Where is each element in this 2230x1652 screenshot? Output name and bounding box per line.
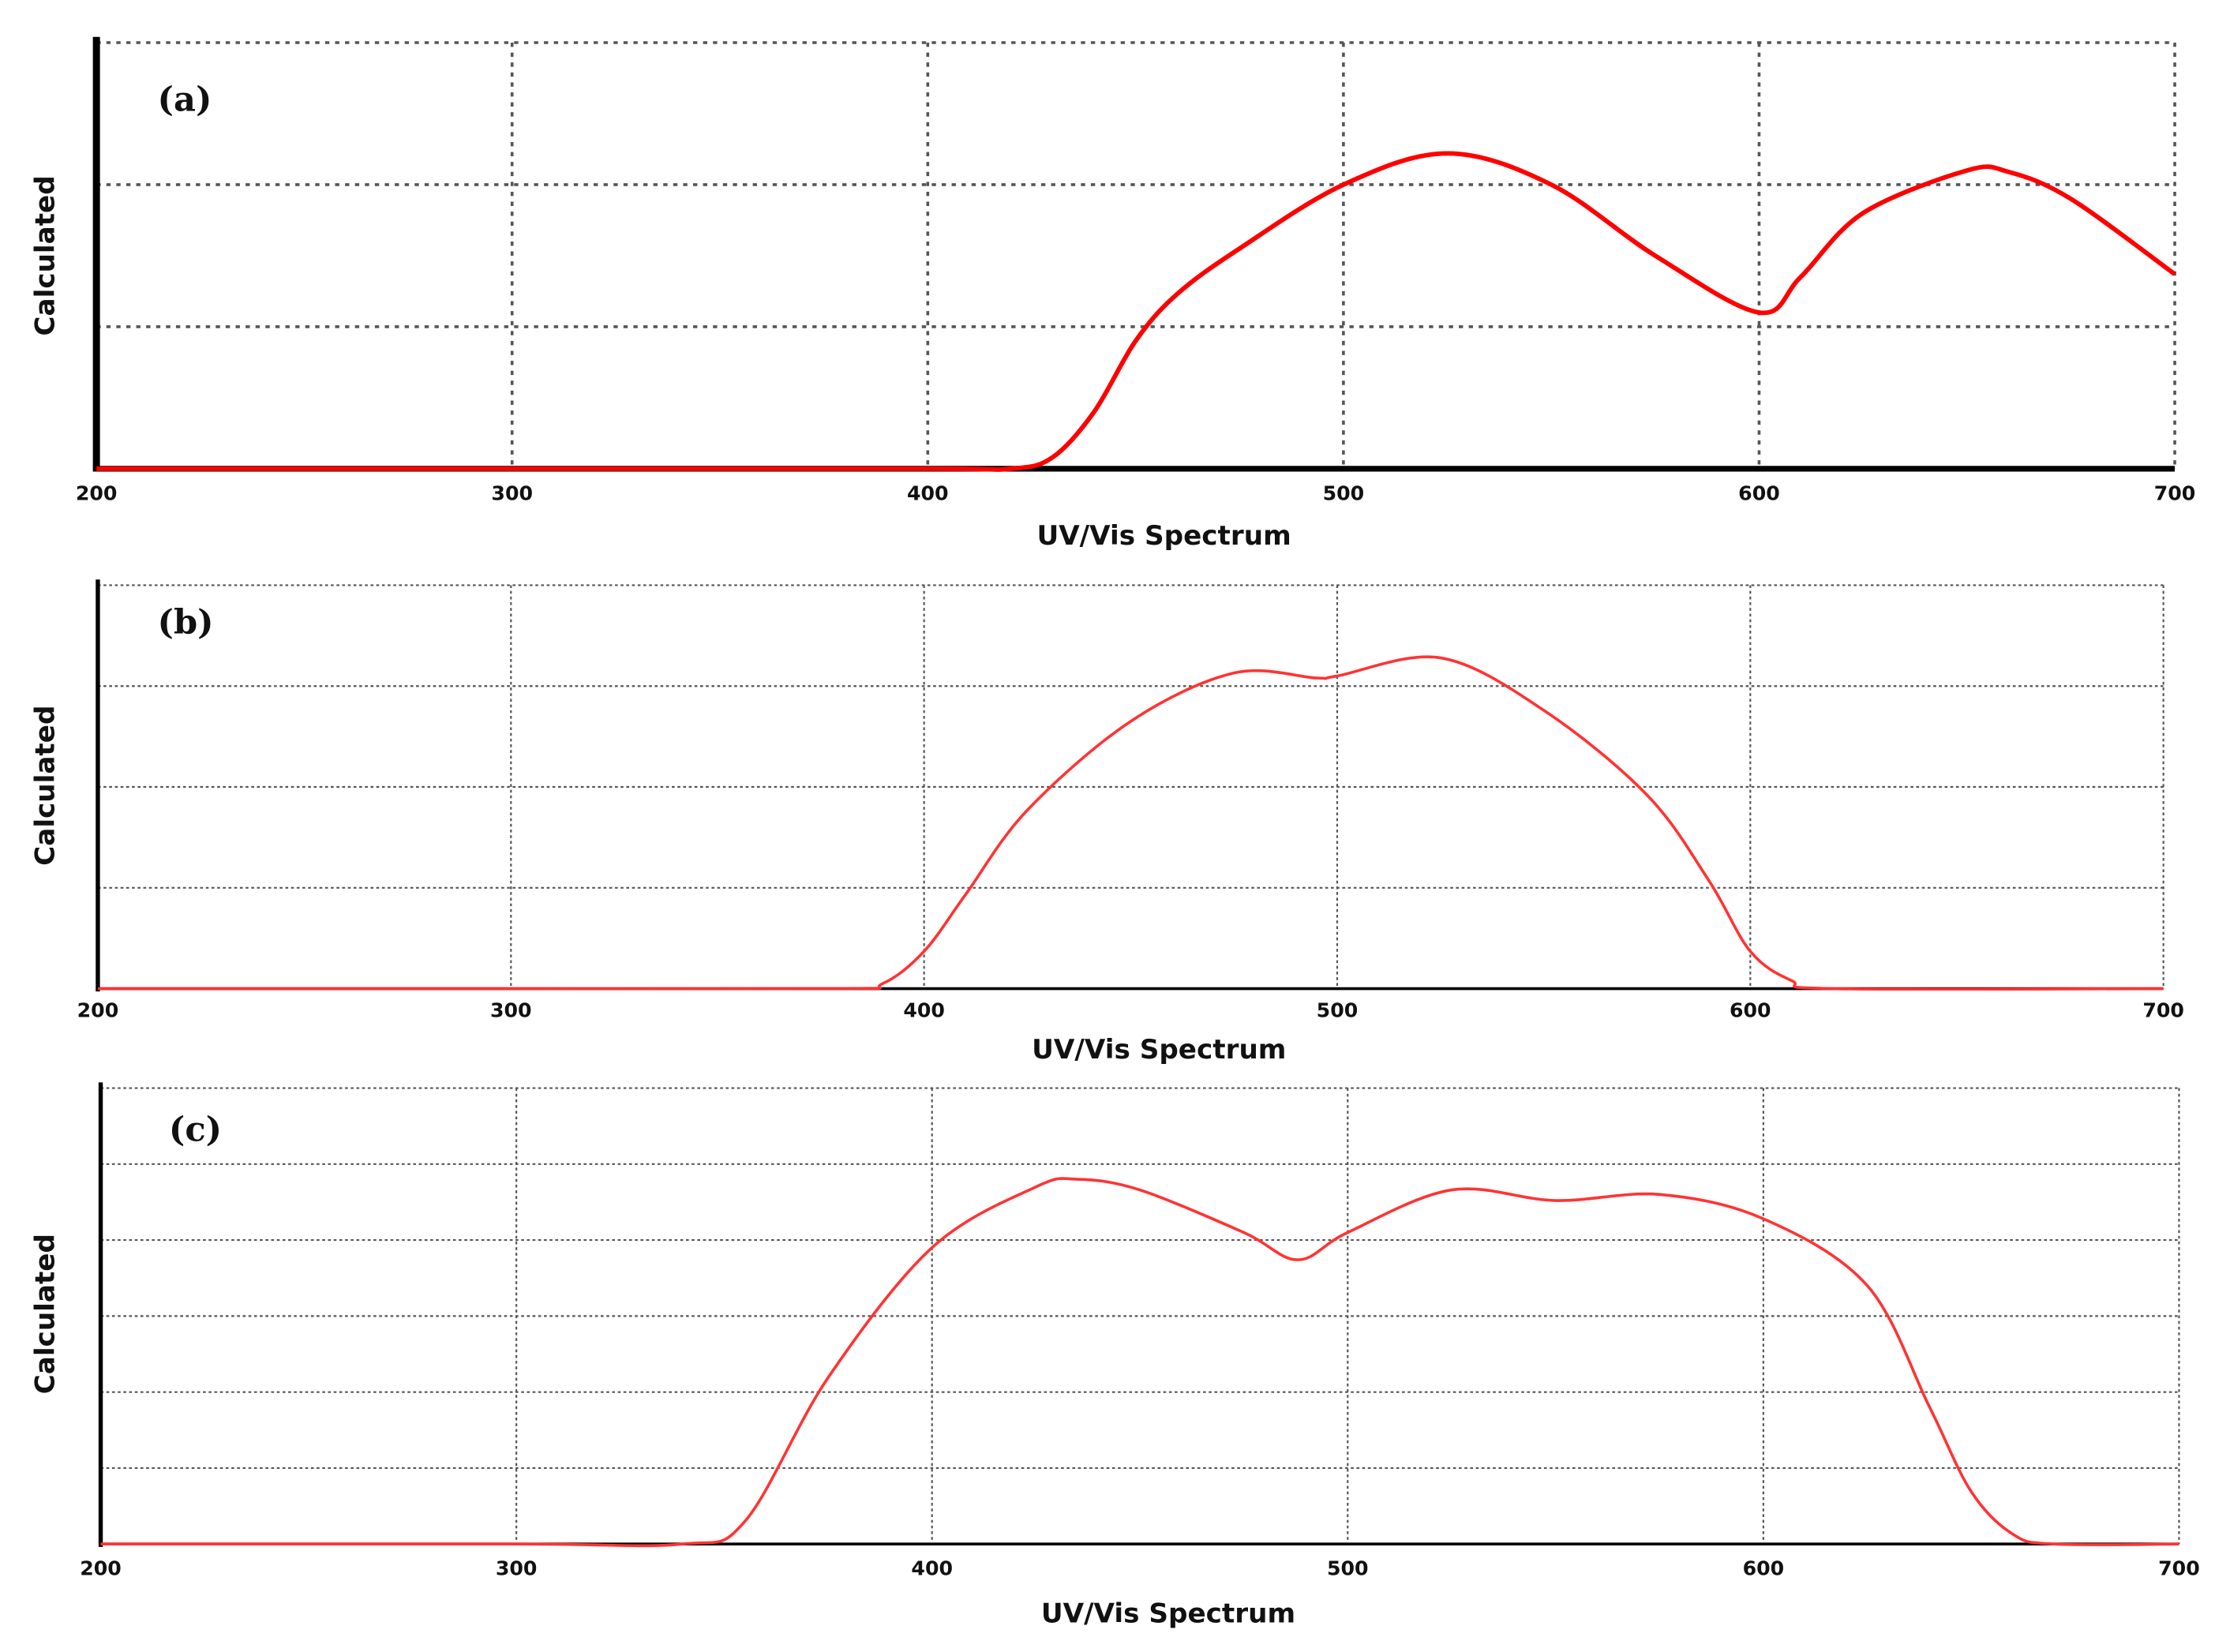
x-tick-label: 500: [1317, 998, 1359, 1021]
x-tick-label: 400: [903, 998, 945, 1021]
x-tick-label: 300: [490, 998, 532, 1021]
x-tick-label: 500: [1327, 1557, 1369, 1580]
x-tick-label: 700: [2158, 1557, 2200, 1580]
panel-label: (c): [169, 1109, 222, 1149]
x-tick-label: 400: [907, 481, 949, 504]
y-axis-label: Calculated: [30, 175, 62, 335]
x-tick-label: 600: [1743, 1557, 1785, 1580]
x-axis-label: UV/Vis Spectrum: [1032, 1034, 1286, 1066]
x-axis-label: UV/Vis Spectrum: [1036, 520, 1291, 552]
x-tick-label: 200: [77, 998, 119, 1021]
spectrum-line: [97, 655, 2164, 991]
x-axis-label: UV/Vis Spectrum: [1041, 1598, 1295, 1630]
x-tick-label: 300: [491, 481, 533, 504]
panel-label: (b): [158, 602, 214, 642]
y-axis-label: Calculated: [30, 706, 62, 866]
x-tick-label: 600: [1738, 481, 1780, 504]
y-axis-label: Calculated: [30, 1234, 62, 1394]
x-tick-label: 200: [80, 1557, 122, 1580]
x-tick-label: 600: [1730, 998, 1771, 1021]
x-tick-label: 200: [76, 481, 118, 504]
x-tick-label: 400: [911, 1557, 953, 1580]
spectrum-line: [96, 151, 2176, 472]
x-tick-label: 700: [2154, 481, 2196, 504]
panel-label: (a): [158, 80, 212, 120]
x-tick-label: 700: [2142, 998, 2184, 1021]
x-tick-label: 300: [496, 1557, 538, 1580]
spectrum-line: [100, 1177, 2179, 1548]
x-tick-label: 500: [1323, 481, 1365, 504]
